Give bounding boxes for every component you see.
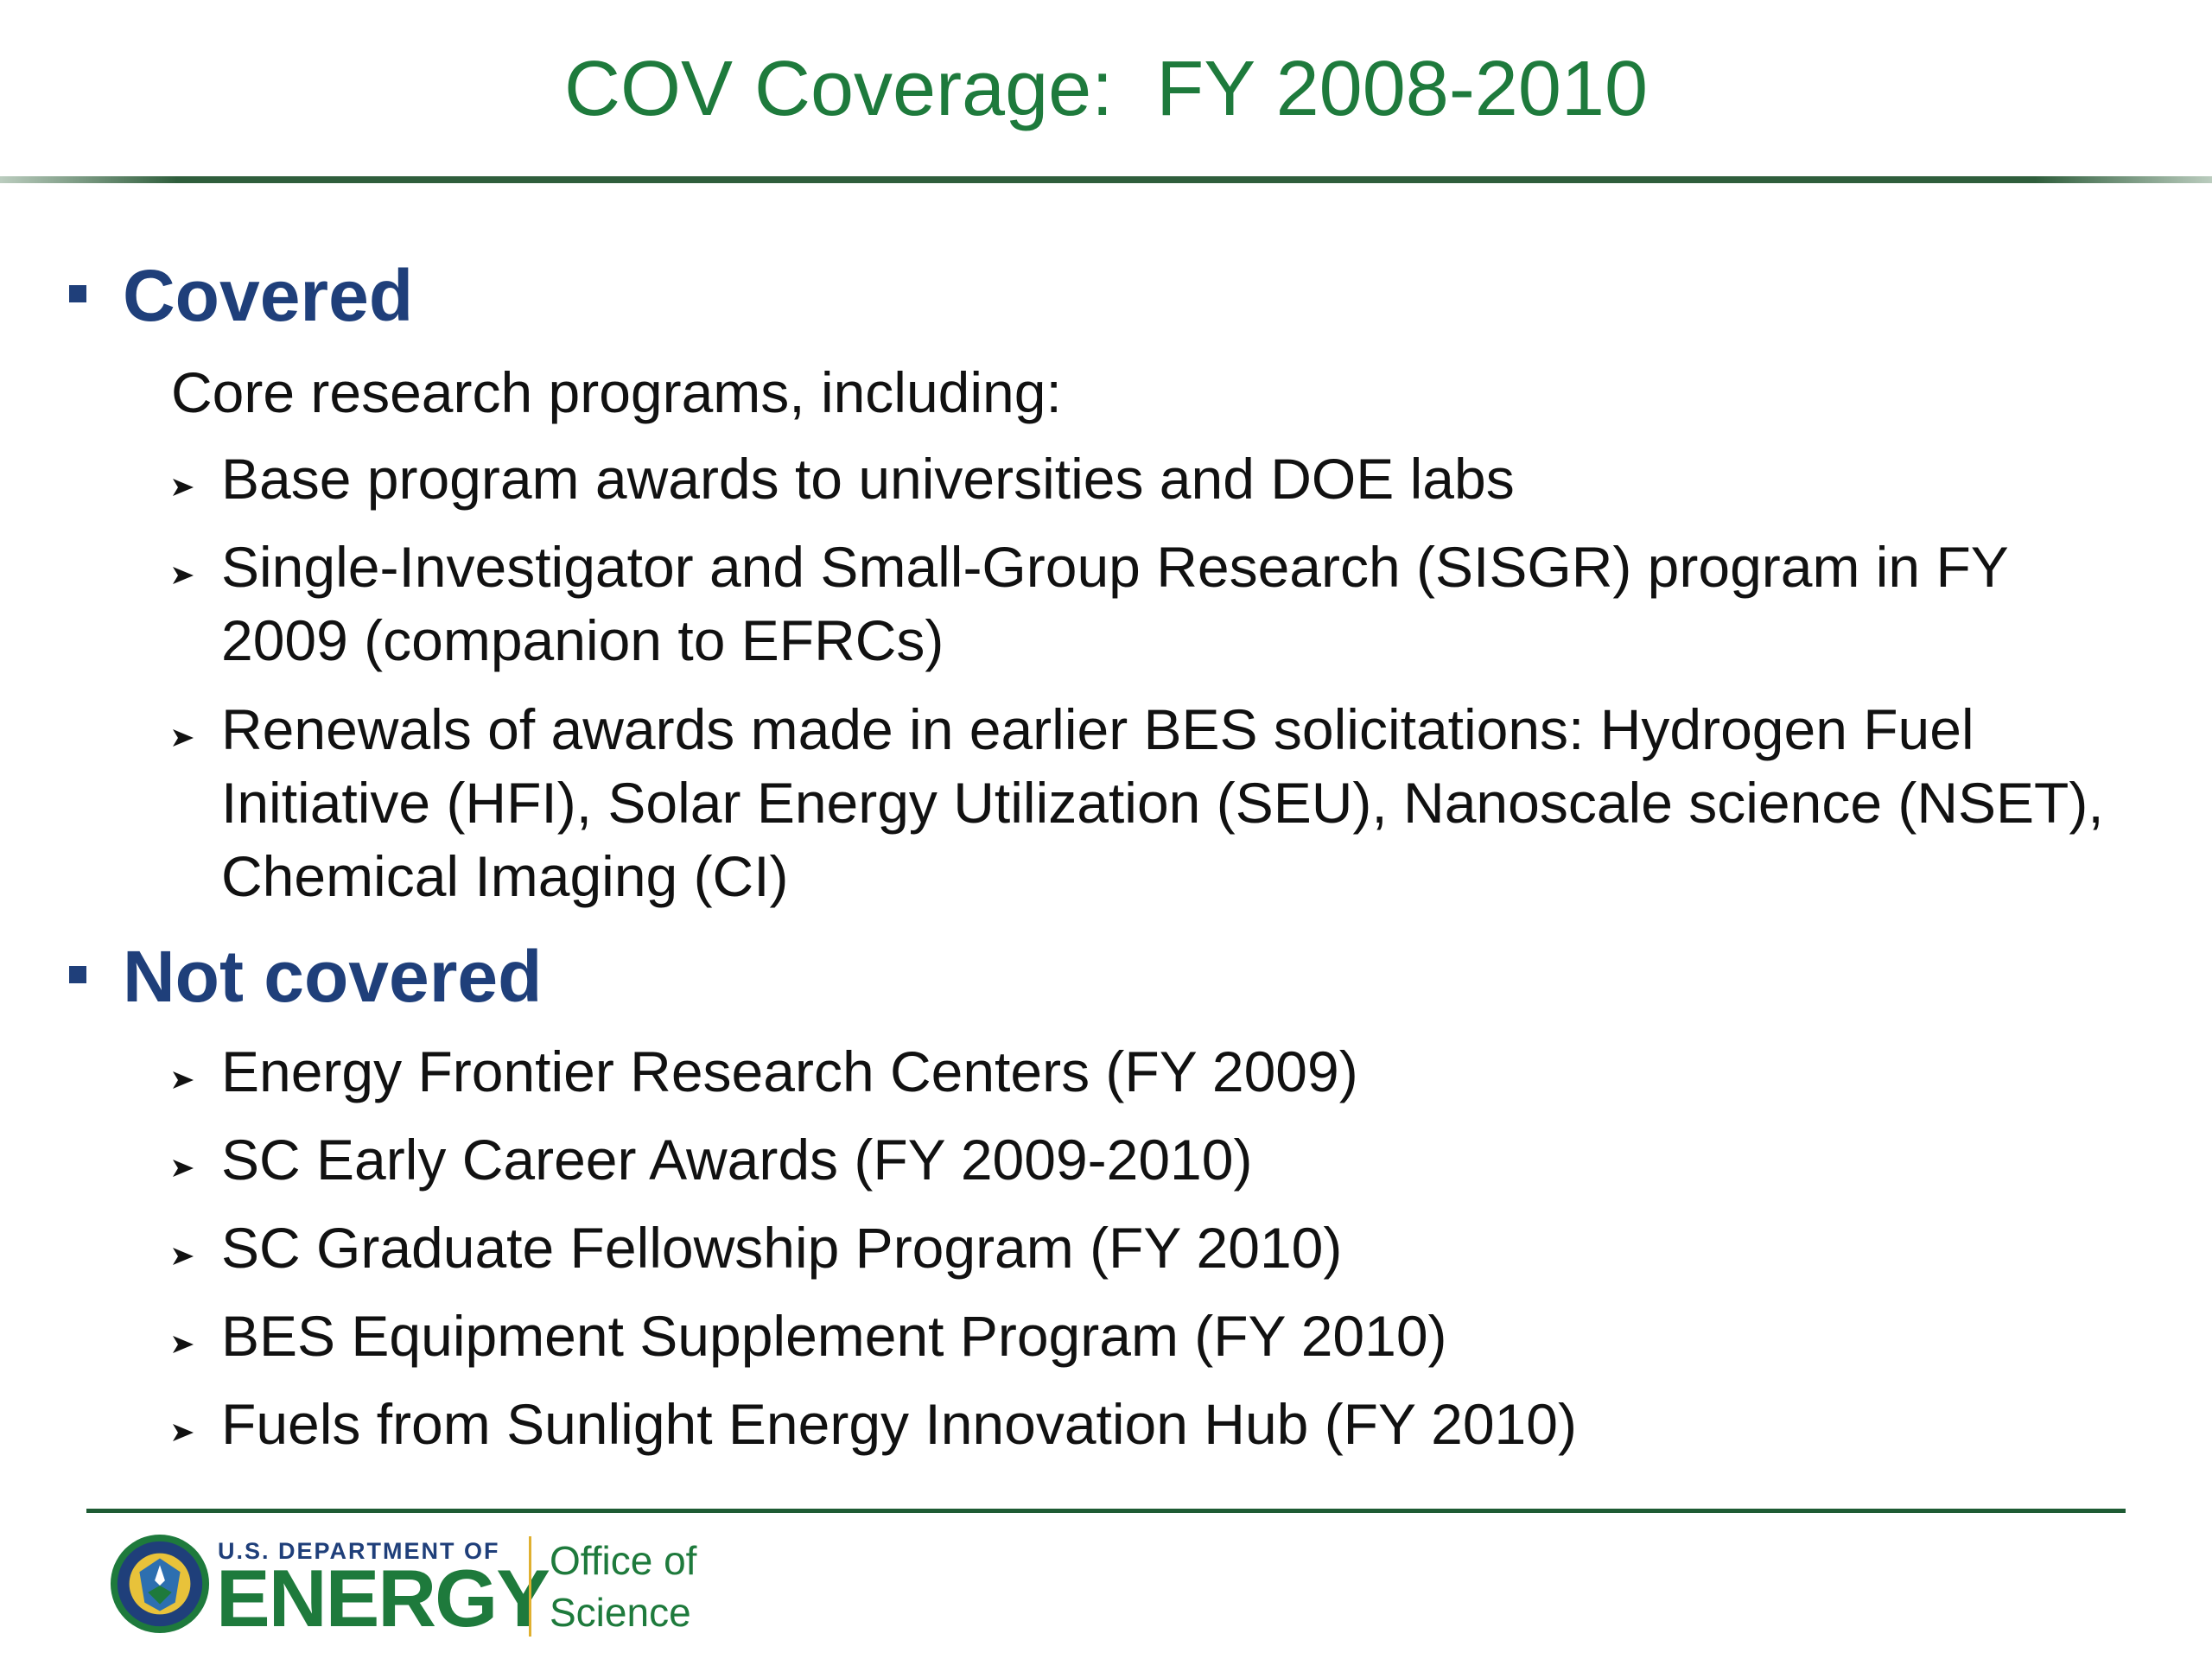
department-label: U.S. DEPARTMENT OF xyxy=(218,1538,500,1564)
doe-seal-icon xyxy=(110,1534,210,1634)
arrow-bullet-icon xyxy=(173,1248,194,1265)
square-bullet-icon xyxy=(69,285,86,302)
arrow-bullet-icon xyxy=(173,729,194,747)
covered-intro: Core research programs, including: xyxy=(171,360,1062,424)
section-heading-covered: Covered xyxy=(123,255,414,336)
not-covered-item: Fuels from Sunlight Energy Innovation Hu… xyxy=(221,1392,1577,1456)
arrow-bullet-icon xyxy=(173,1160,194,1177)
slide-title: COV Coverage: FY 2008-2010 xyxy=(563,46,1649,132)
arrow-bullet-icon xyxy=(173,1336,194,1353)
office-label-line1: Office of xyxy=(550,1538,697,1583)
covered-item: Single-Investigator and Small-Group Rese… xyxy=(221,535,2008,672)
arrow-bullet-icon xyxy=(173,479,194,496)
arrow-bullet-icon xyxy=(173,567,194,584)
not-covered-item: SC Early Career Awards (FY 2009-2010) xyxy=(221,1128,1253,1192)
arrow-bullet-icon xyxy=(173,1424,194,1441)
not-covered-item: SC Graduate Fellowship Program (FY 2010) xyxy=(221,1216,1343,1280)
section-heading-not-covered: Not covered xyxy=(123,936,543,1017)
office-label-line2: Science xyxy=(550,1590,691,1635)
footer-divider xyxy=(86,1509,2126,1513)
energy-wordmark: ENERGY xyxy=(216,1553,550,1643)
not-covered-item: Energy Frontier Research Centers (FY 200… xyxy=(221,1039,1358,1103)
covered-item: Base program awards to universities and … xyxy=(221,447,1515,511)
title-divider xyxy=(0,176,2212,183)
not-covered-item: BES Equipment Supplement Program (FY 201… xyxy=(221,1304,1447,1368)
logo-divider xyxy=(529,1536,531,1637)
covered-item: Renewals of awards made in earlier BES s… xyxy=(221,697,2104,908)
square-bullet-icon xyxy=(69,966,86,983)
arrow-bullet-icon xyxy=(173,1071,194,1089)
